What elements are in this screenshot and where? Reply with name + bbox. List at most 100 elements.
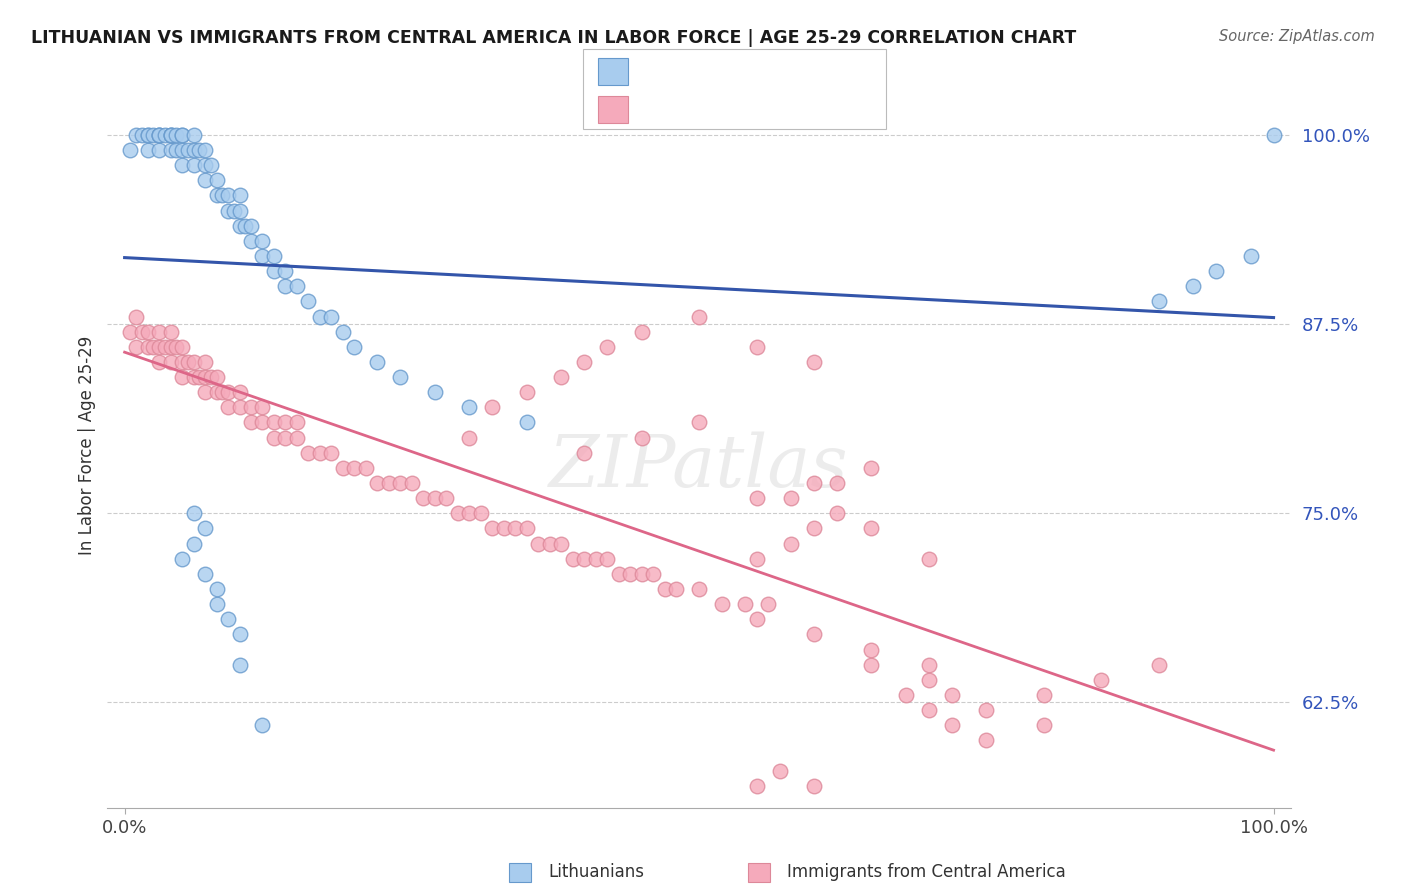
Point <box>194 355 217 369</box>
Point <box>263 431 285 445</box>
Point <box>516 521 538 535</box>
Point <box>550 536 572 550</box>
Point <box>170 370 193 384</box>
Point <box>458 506 481 520</box>
Point <box>217 203 239 218</box>
Point <box>252 718 274 732</box>
Text: ZIPatlas: ZIPatlas <box>550 432 849 502</box>
Point <box>803 475 825 490</box>
Point <box>170 128 193 142</box>
Point <box>170 340 193 354</box>
Point <box>688 582 710 596</box>
Point <box>780 491 803 505</box>
Point <box>217 612 239 626</box>
Point <box>194 173 217 187</box>
Point <box>630 431 652 445</box>
Point <box>481 401 503 415</box>
Point <box>159 128 181 142</box>
Point <box>252 249 274 263</box>
Point <box>274 416 297 430</box>
Point <box>136 143 159 157</box>
Point <box>194 385 217 400</box>
Point <box>1032 688 1054 702</box>
Point <box>665 582 688 596</box>
Point <box>503 521 526 535</box>
Point <box>630 325 652 339</box>
Point <box>688 416 710 430</box>
Point <box>574 551 596 566</box>
Text: Source: ZipAtlas.com: Source: ZipAtlas.com <box>1219 29 1375 44</box>
Point <box>170 143 193 157</box>
Point <box>188 143 211 157</box>
Point <box>745 551 768 566</box>
Point <box>183 355 205 369</box>
Point <box>492 521 515 535</box>
Point <box>120 143 142 157</box>
Point <box>366 355 388 369</box>
Text: R = 0.428   N =  76: R = 0.428 N = 76 <box>640 62 831 81</box>
Point <box>217 188 239 202</box>
Point <box>941 718 963 732</box>
Point <box>142 340 165 354</box>
Point <box>274 279 297 293</box>
Point <box>252 234 274 248</box>
Point <box>148 143 170 157</box>
Point <box>585 551 607 566</box>
Point <box>321 446 343 460</box>
Point <box>125 128 148 142</box>
Point <box>131 128 153 142</box>
Point <box>332 325 354 339</box>
Point <box>860 657 883 672</box>
Point <box>918 703 941 717</box>
Point <box>183 158 205 172</box>
Point <box>205 582 228 596</box>
Point <box>643 566 665 581</box>
Point <box>159 355 181 369</box>
Point <box>148 340 170 354</box>
Point <box>159 143 181 157</box>
Point <box>285 416 308 430</box>
Point <box>688 310 710 324</box>
Point <box>458 401 481 415</box>
Point <box>1263 128 1285 142</box>
Point <box>148 128 170 142</box>
Point <box>297 446 319 460</box>
Point <box>343 340 366 354</box>
Point <box>205 370 228 384</box>
Point <box>170 128 193 142</box>
Point <box>183 143 205 157</box>
Point <box>1090 673 1112 687</box>
Point <box>630 566 652 581</box>
Point <box>378 475 401 490</box>
Point <box>574 355 596 369</box>
Point <box>274 264 297 278</box>
Point <box>894 688 917 702</box>
Point <box>125 340 148 354</box>
Point <box>228 188 250 202</box>
Point <box>165 143 187 157</box>
Point <box>205 173 228 187</box>
Text: Lithuanians: Lithuanians <box>548 863 644 881</box>
Point <box>263 416 285 430</box>
Point <box>136 325 159 339</box>
Point <box>860 461 883 475</box>
Point <box>860 642 883 657</box>
Point <box>194 370 217 384</box>
Point <box>412 491 434 505</box>
Point <box>170 355 193 369</box>
Point <box>217 385 239 400</box>
Point <box>297 294 319 309</box>
Point <box>803 627 825 641</box>
Point <box>120 325 142 339</box>
Point <box>780 536 803 550</box>
Point <box>240 234 263 248</box>
Point <box>200 370 222 384</box>
Point <box>194 566 217 581</box>
Point <box>159 128 181 142</box>
Point <box>516 416 538 430</box>
Point <box>343 461 366 475</box>
Point <box>745 340 768 354</box>
Point <box>205 188 228 202</box>
Point <box>481 521 503 535</box>
Point <box>321 310 343 324</box>
